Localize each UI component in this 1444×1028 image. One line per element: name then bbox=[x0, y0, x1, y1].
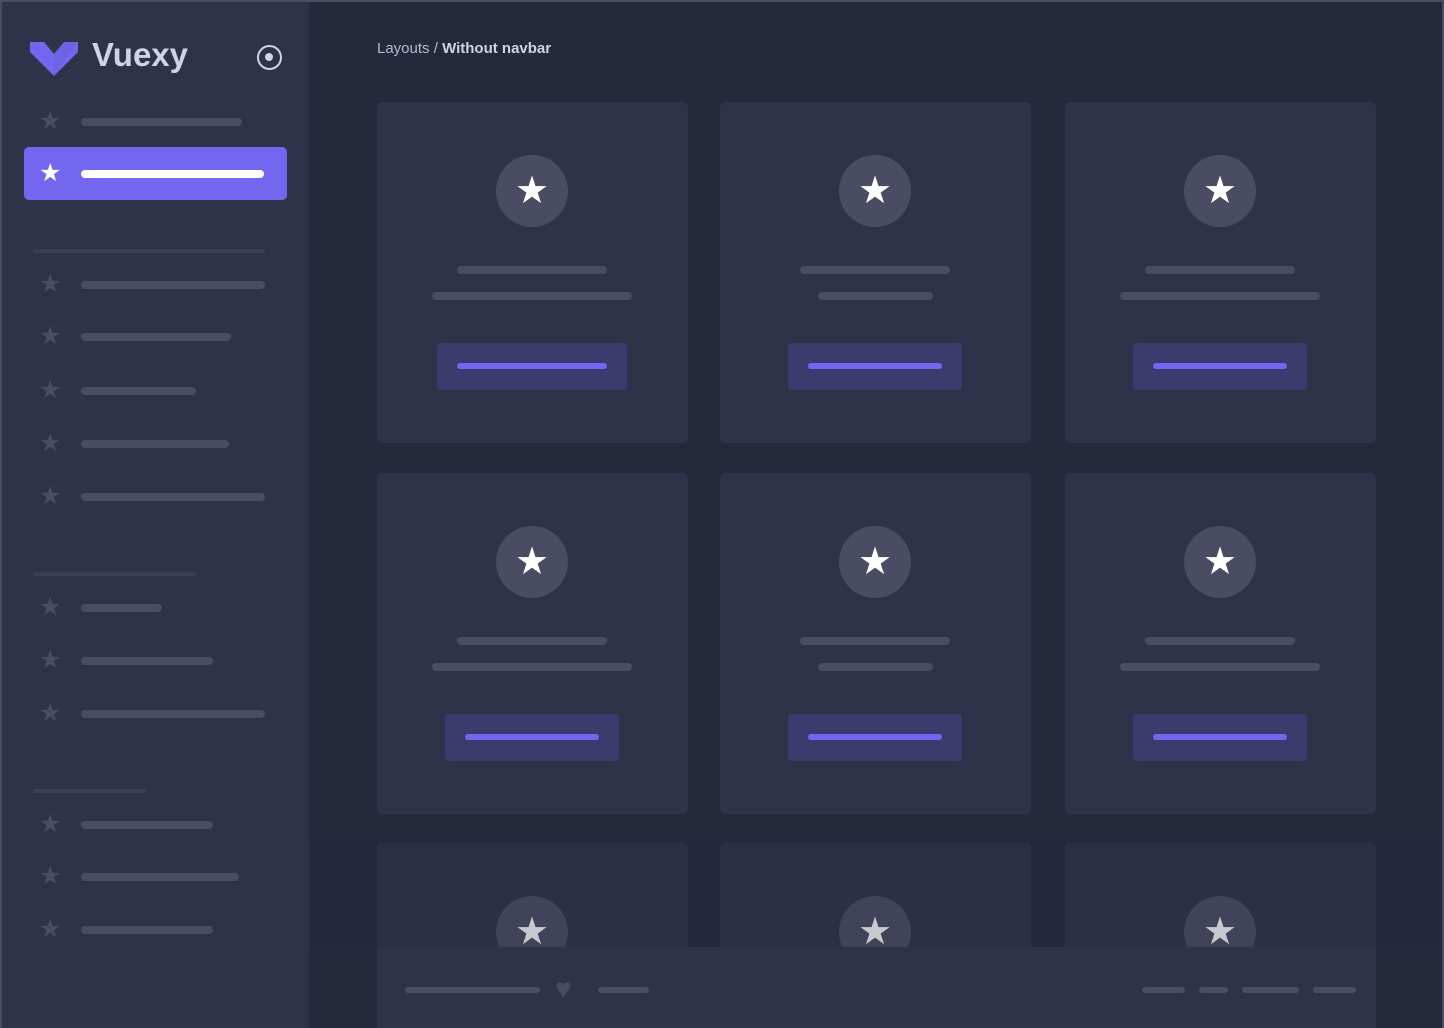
card-subtitle bbox=[432, 292, 632, 300]
star-icon: ★ bbox=[496, 155, 568, 227]
card-subtitle bbox=[817, 292, 933, 300]
star-icon[interactable]: ★ bbox=[39, 429, 62, 457]
star-icon[interactable]: ★ bbox=[39, 322, 62, 350]
breadcrumb-current: Without navbar bbox=[442, 40, 552, 57]
sidebar-item[interactable] bbox=[81, 710, 265, 718]
footer: ♥ bbox=[377, 947, 1375, 1028]
sidebar-item[interactable] bbox=[81, 821, 213, 829]
card-title bbox=[457, 637, 607, 645]
card-button[interactable] bbox=[788, 714, 962, 761]
sidebar-item[interactable] bbox=[81, 118, 242, 126]
scroll-fade bbox=[309, 842, 1442, 947]
radio-circle-icon[interactable] bbox=[257, 45, 282, 70]
footer-text bbox=[598, 987, 649, 993]
footer-link[interactable] bbox=[1142, 987, 1185, 993]
card: ★ bbox=[1065, 473, 1376, 814]
star-icon[interactable]: ★ bbox=[39, 482, 62, 510]
section-divider bbox=[33, 572, 196, 576]
card-subtitle bbox=[817, 663, 933, 671]
card: ★ bbox=[720, 102, 1031, 443]
star-icon: ★ bbox=[839, 526, 911, 598]
sidebar-item[interactable] bbox=[81, 170, 264, 178]
card-button[interactable] bbox=[1133, 714, 1307, 761]
card: ★ bbox=[720, 473, 1031, 814]
section-divider bbox=[33, 789, 146, 793]
card-button[interactable] bbox=[437, 343, 627, 390]
sidebar-item[interactable] bbox=[81, 281, 265, 289]
star-icon[interactable]: ★ bbox=[39, 593, 62, 621]
star-icon[interactable]: ★ bbox=[39, 699, 62, 727]
star-icon: ★ bbox=[496, 526, 568, 598]
footer-text bbox=[405, 987, 540, 993]
footer-link[interactable] bbox=[1313, 987, 1356, 993]
card-title bbox=[800, 637, 950, 645]
card-subtitle bbox=[432, 663, 632, 671]
footer-link[interactable] bbox=[1199, 987, 1228, 993]
star-icon[interactable]: ★ bbox=[39, 159, 62, 187]
card: ★ bbox=[1065, 102, 1376, 443]
vuexy-logo bbox=[30, 42, 78, 76]
card: ★ bbox=[377, 102, 688, 443]
star-icon: ★ bbox=[1184, 155, 1256, 227]
star-icon[interactable]: ★ bbox=[39, 810, 62, 838]
star-icon[interactable]: ★ bbox=[39, 646, 62, 674]
breadcrumb-separator: / bbox=[429, 40, 443, 57]
star-icon: ★ bbox=[1184, 526, 1256, 598]
footer-link[interactable] bbox=[1242, 987, 1299, 993]
card-button[interactable] bbox=[1133, 343, 1307, 390]
card-title bbox=[800, 266, 950, 274]
card: ★ bbox=[377, 473, 688, 814]
sidebar-item[interactable] bbox=[81, 387, 196, 395]
card-title bbox=[457, 266, 607, 274]
star-icon[interactable]: ★ bbox=[39, 376, 62, 404]
card-title bbox=[1145, 266, 1295, 274]
card-subtitle bbox=[1120, 292, 1320, 300]
sidebar-item[interactable] bbox=[81, 493, 265, 501]
sidebar-item[interactable] bbox=[81, 657, 213, 665]
card-title bbox=[1145, 637, 1295, 645]
section-divider bbox=[33, 249, 265, 253]
breadcrumb: Layouts / Without navbar bbox=[377, 40, 551, 57]
star-icon: ★ bbox=[839, 155, 911, 227]
star-icon[interactable]: ★ bbox=[39, 862, 62, 890]
brand-name: Vuexy bbox=[92, 36, 189, 73]
sidebar-item[interactable] bbox=[81, 333, 231, 341]
sidebar: Vuexy ★ ★ ★ ★ ★ ★ ★ ★ ★ ★ ★ ★ ★ bbox=[2, 2, 309, 1028]
breadcrumb-parent[interactable]: Layouts bbox=[377, 40, 430, 57]
star-icon[interactable]: ★ bbox=[39, 107, 62, 135]
heart-icon: ♥ bbox=[555, 973, 572, 1004]
card-button[interactable] bbox=[788, 343, 962, 390]
sidebar-item[interactable] bbox=[81, 440, 229, 448]
star-icon[interactable]: ★ bbox=[39, 915, 62, 943]
card-subtitle bbox=[1120, 663, 1320, 671]
star-icon[interactable]: ★ bbox=[39, 270, 62, 298]
sidebar-item[interactable] bbox=[81, 604, 162, 612]
card-button[interactable] bbox=[445, 714, 619, 761]
sidebar-item[interactable] bbox=[81, 926, 213, 934]
sidebar-item[interactable] bbox=[81, 873, 239, 881]
